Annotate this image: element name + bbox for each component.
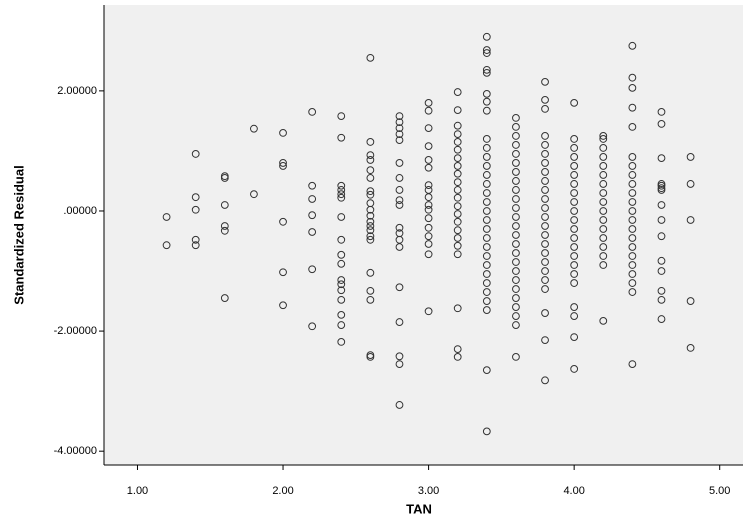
y-tick-label: 2.00000 (57, 85, 97, 97)
y-tick-label: -4.00000 (54, 445, 97, 457)
x-axis-title: TAN (406, 501, 432, 516)
x-tick-label: 1.00 (127, 485, 148, 497)
y-tick-label: .00000 (63, 205, 97, 217)
x-tick-label: 3.00 (418, 485, 439, 497)
y-axis-title: Standardized Residual (11, 165, 26, 304)
plot-area (104, 5, 743, 465)
y-tick-label: -2.00000 (54, 325, 97, 337)
x-tick-label: 5.00 (709, 485, 730, 497)
x-tick-label: 4.00 (563, 485, 584, 497)
chart: TAN Standardized Residual 2.00000 .00000 -… (0, 0, 743, 525)
x-tick-label: 2.00 (272, 485, 293, 497)
